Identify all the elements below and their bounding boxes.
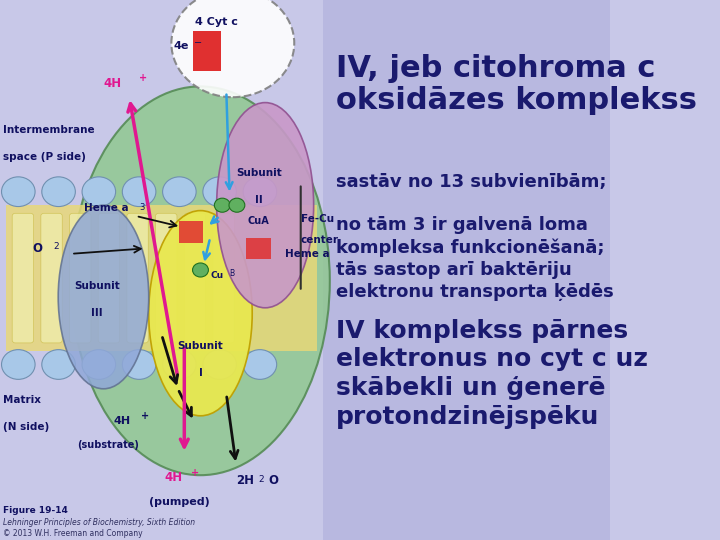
Text: Subunit: Subunit: [74, 281, 120, 291]
FancyBboxPatch shape: [98, 213, 120, 343]
Text: IV, jeb citohroma c
oksidāzes komplekss: IV, jeb citohroma c oksidāzes komplekss: [336, 54, 696, 116]
Ellipse shape: [122, 177, 156, 206]
Ellipse shape: [243, 350, 276, 379]
Ellipse shape: [42, 177, 76, 206]
Text: (N side): (N side): [3, 422, 50, 431]
Ellipse shape: [122, 350, 156, 379]
Text: 4e: 4e: [174, 41, 189, 51]
Text: 4H: 4H: [165, 471, 183, 484]
Text: 4H: 4H: [113, 416, 130, 426]
Text: 2H: 2H: [236, 474, 254, 487]
FancyBboxPatch shape: [41, 213, 62, 343]
FancyBboxPatch shape: [213, 213, 234, 343]
Text: 2: 2: [258, 475, 264, 484]
Text: 2: 2: [53, 242, 59, 251]
Ellipse shape: [203, 177, 236, 206]
Text: space (P side): space (P side): [3, 152, 86, 161]
FancyBboxPatch shape: [179, 221, 203, 243]
Text: no tām 3 ir galvenā loma
kompleksa funkcionēšanā;
tās sastop arī baktēriju
elekt: no tām 3 ir galvenā loma kompleksa funkc…: [336, 216, 613, 301]
Ellipse shape: [1, 177, 35, 206]
Text: (substrate): (substrate): [78, 441, 140, 450]
FancyBboxPatch shape: [12, 213, 34, 343]
Text: Fe-Cu: Fe-Cu: [301, 214, 334, 224]
Text: (pumped): (pumped): [149, 497, 210, 507]
Text: −: −: [194, 38, 202, 48]
Text: sastāv no 13 subvienībām;: sastāv no 13 subvienībām;: [336, 173, 606, 191]
FancyBboxPatch shape: [193, 31, 221, 71]
FancyBboxPatch shape: [6, 205, 318, 351]
Text: Figure 19-14: Figure 19-14: [3, 506, 68, 515]
Text: Subunit: Subunit: [178, 341, 223, 350]
Text: III: III: [91, 308, 103, 318]
Text: O: O: [32, 242, 42, 255]
Text: +: +: [140, 411, 149, 421]
Circle shape: [229, 198, 245, 212]
Ellipse shape: [1, 350, 35, 379]
FancyBboxPatch shape: [246, 238, 271, 259]
Ellipse shape: [243, 177, 276, 206]
Text: 3: 3: [139, 202, 145, 212]
Text: Intermembrane: Intermembrane: [3, 125, 95, 134]
Text: II: II: [255, 195, 263, 205]
Ellipse shape: [58, 205, 149, 389]
Ellipse shape: [82, 350, 116, 379]
FancyBboxPatch shape: [0, 0, 323, 540]
Text: 4 Cyt c: 4 Cyt c: [195, 17, 238, 26]
Circle shape: [215, 198, 230, 212]
Text: IV komplekss pārnes
elektronus no cyt c uz
skābekli un ģenerē
protondzinējspēku: IV komplekss pārnes elektronus no cyt c …: [336, 319, 647, 429]
Text: center: center: [301, 235, 338, 245]
Ellipse shape: [203, 350, 236, 379]
Text: Cu: Cu: [210, 271, 223, 280]
Ellipse shape: [171, 0, 294, 97]
Text: Heme a: Heme a: [284, 249, 329, 259]
Text: I: I: [199, 368, 202, 377]
Text: Heme a: Heme a: [84, 204, 129, 213]
FancyBboxPatch shape: [70, 213, 91, 343]
Ellipse shape: [71, 86, 330, 475]
FancyBboxPatch shape: [156, 213, 177, 343]
FancyBboxPatch shape: [323, 0, 610, 540]
Ellipse shape: [42, 350, 76, 379]
Text: Matrix: Matrix: [3, 395, 41, 404]
Text: Subunit: Subunit: [236, 168, 282, 178]
Ellipse shape: [163, 177, 196, 206]
Ellipse shape: [163, 350, 196, 379]
Ellipse shape: [82, 177, 116, 206]
Text: Lehninger Principles of Biochemistry, Sixth Edition: Lehninger Principles of Biochemistry, Si…: [3, 518, 195, 527]
Ellipse shape: [149, 211, 252, 416]
FancyBboxPatch shape: [127, 213, 148, 343]
Text: +: +: [191, 468, 199, 477]
Text: CuA: CuA: [248, 217, 269, 226]
FancyBboxPatch shape: [184, 213, 206, 343]
Text: O: O: [269, 474, 279, 487]
Text: 4H: 4H: [104, 77, 122, 90]
Text: B: B: [230, 268, 235, 278]
Text: +: +: [139, 73, 147, 83]
Text: © 2013 W.H. Freeman and Company: © 2013 W.H. Freeman and Company: [3, 529, 143, 538]
Ellipse shape: [217, 103, 314, 308]
Circle shape: [192, 263, 208, 277]
